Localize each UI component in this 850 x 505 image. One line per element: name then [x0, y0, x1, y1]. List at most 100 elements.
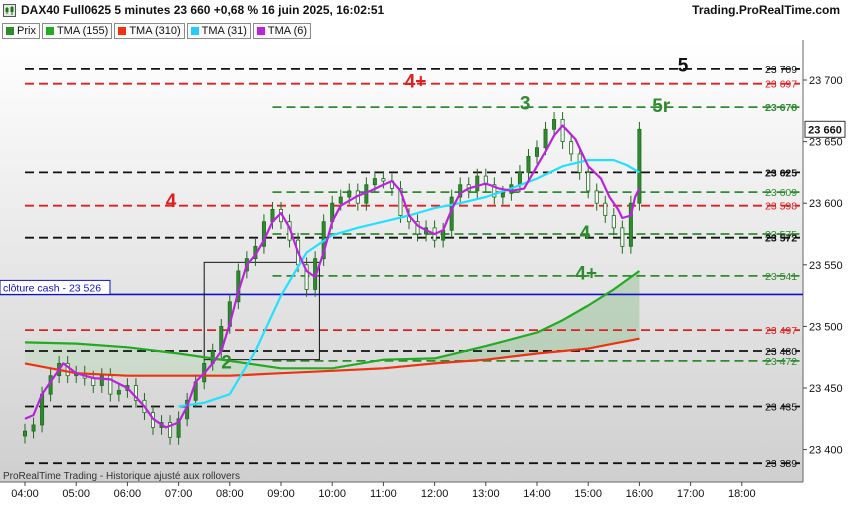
level-label-11: 23 472 [765, 356, 797, 368]
last-price-label: 23 660 [808, 124, 842, 136]
level-label-9: 23 497 [765, 325, 797, 337]
wave-label-0: 5 [678, 55, 689, 76]
y-tick-label: 23 650 [809, 137, 843, 149]
wave-label-2: 3 [520, 94, 531, 115]
candle-body [517, 171, 522, 186]
level-label-5: 23 598 [765, 201, 797, 213]
candle-body [176, 418, 181, 438]
wave-label-7: 2 [221, 352, 232, 373]
candle-body [586, 171, 591, 192]
legend-swatch-tma310 [118, 27, 127, 35]
candle-body [500, 192, 505, 198]
candle-body [65, 362, 70, 377]
candle-body [168, 422, 173, 438]
legend-swatch-tma31 [190, 27, 199, 35]
close-cash-label: clôture cash - 23 526 [3, 282, 101, 294]
candle-body [415, 221, 420, 235]
last-price-box [804, 120, 846, 138]
x-tick-label: 14:00 [523, 488, 551, 500]
legend-item-tma155[interactable]: TMA (155) [41, 23, 113, 39]
chart-title: DAX40 Full0625 5 minutes 23 660 +0,68 % … [21, 3, 385, 17]
level-label-8: 23 541 [765, 271, 797, 283]
instrument-icon [3, 4, 16, 17]
x-tick-label: 11:00 [370, 488, 397, 500]
candle-body [552, 119, 557, 130]
candle-body [116, 390, 121, 395]
legend-item-tma6[interactable]: TMA (6) [252, 23, 312, 39]
level-label-2: 23 678 [765, 102, 797, 114]
legend-label-tma155: TMA (155) [56, 25, 109, 37]
candle-body [611, 215, 616, 229]
series-line-tma-310 [24, 337, 640, 377]
candle-body [261, 221, 266, 247]
y-tick-label: 23 400 [809, 445, 843, 457]
plot-background [0, 40, 803, 482]
x-tick-label: 12:00 [421, 488, 449, 500]
level-label-0: 23 709 [765, 64, 797, 76]
footer-text: ProRealTime Trading - Historique ajusté … [3, 471, 240, 482]
level-label-1: 23 697 [765, 79, 797, 91]
candle-body [569, 141, 574, 155]
candle-body [475, 175, 480, 192]
level-label-4: 23 609 [765, 187, 797, 199]
x-tick-label: 09:00 [267, 488, 295, 500]
candle-body [603, 202, 608, 216]
level-label-10: 23 480 [765, 346, 797, 358]
level-label-7: 23 572 [765, 233, 797, 245]
x-tick-label: 08:00 [216, 488, 244, 500]
candle-body [381, 178, 386, 182]
candle-body [560, 119, 565, 143]
candle-body [483, 175, 488, 186]
legend-label-prix: Prix [17, 25, 36, 37]
candle-body [22, 430, 27, 437]
y-tick-label: 23 550 [809, 260, 843, 272]
legend-swatch-tma6 [256, 27, 265, 35]
series-line-tma-31 [178, 159, 640, 408]
wave-label-5: 4 [580, 223, 591, 244]
candle-body [398, 188, 403, 216]
y-tick-label: 23 500 [809, 321, 843, 333]
candle-body [338, 196, 343, 204]
y-tick-label: 23 700 [809, 75, 843, 87]
x-tick-label: 10:00 [318, 488, 346, 500]
candle-body [594, 190, 599, 204]
series-line-tma-6 [24, 124, 641, 429]
candle-body [543, 128, 548, 149]
indicator-legend: Prix TMA (155) TMA (310) TMA (31) TMA (6… [2, 23, 313, 39]
close-cash-label-box [0, 279, 111, 295]
candle-body [492, 184, 497, 198]
legend-swatch-tma155 [45, 27, 54, 35]
candle-body [526, 155, 531, 173]
level-label-12: 23 435 [765, 402, 797, 414]
level-label-13: 23 389 [765, 458, 797, 470]
wave-label-3: 5r [652, 96, 671, 117]
range-box [203, 261, 320, 361]
brand-link[interactable]: Trading.ProRealTime.com [692, 3, 840, 17]
y-tick-label: 23 600 [809, 198, 843, 210]
legend-label-tma31: TMA (31) [201, 25, 247, 37]
candle-body [133, 385, 138, 401]
legend-item-tma310[interactable]: TMA (310) [114, 23, 185, 39]
y-tick-label: 23 450 [809, 383, 843, 395]
candle-body [637, 128, 642, 204]
x-tick-label: 17:00 [677, 488, 705, 500]
candle-body [99, 375, 104, 386]
x-tick-label: 05:00 [62, 488, 90, 500]
x-tick-label: 07:00 [165, 488, 193, 500]
x-tick-label: 15:00 [574, 488, 602, 500]
tma-spread-fill [434, 271, 640, 364]
series-line-tma-155 [24, 270, 641, 370]
x-tick-label: 16:00 [626, 488, 654, 500]
legend-item-tma31[interactable]: TMA (31) [186, 23, 251, 39]
x-tick-label: 18:00 [728, 488, 756, 500]
x-tick-label: 13:00 [472, 488, 500, 500]
legend-item-prix[interactable]: Prix [2, 23, 40, 39]
candle-body [458, 184, 463, 198]
candle-body [535, 147, 540, 157]
candle-body [372, 178, 377, 186]
candle-body [347, 190, 352, 198]
wave-label-4: 4 [166, 191, 177, 212]
candle-body [620, 227, 625, 247]
